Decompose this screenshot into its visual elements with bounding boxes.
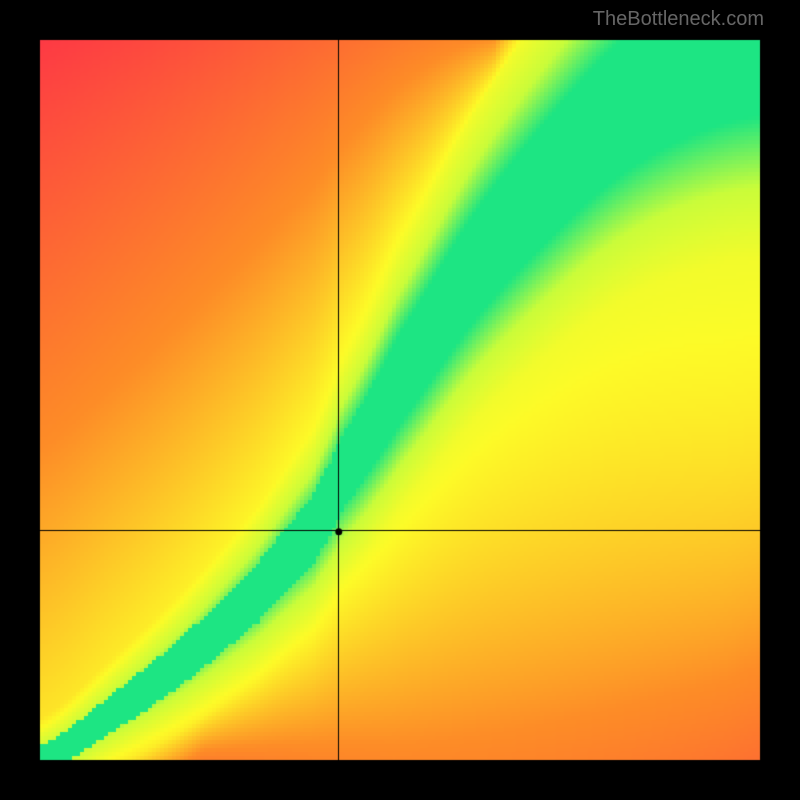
chart-container: { "watermark": { "text": "TheBottleneck.… — [0, 0, 800, 800]
watermark-text: TheBottleneck.com — [593, 8, 764, 31]
bottleneck-heatmap-chart — [0, 0, 800, 800]
